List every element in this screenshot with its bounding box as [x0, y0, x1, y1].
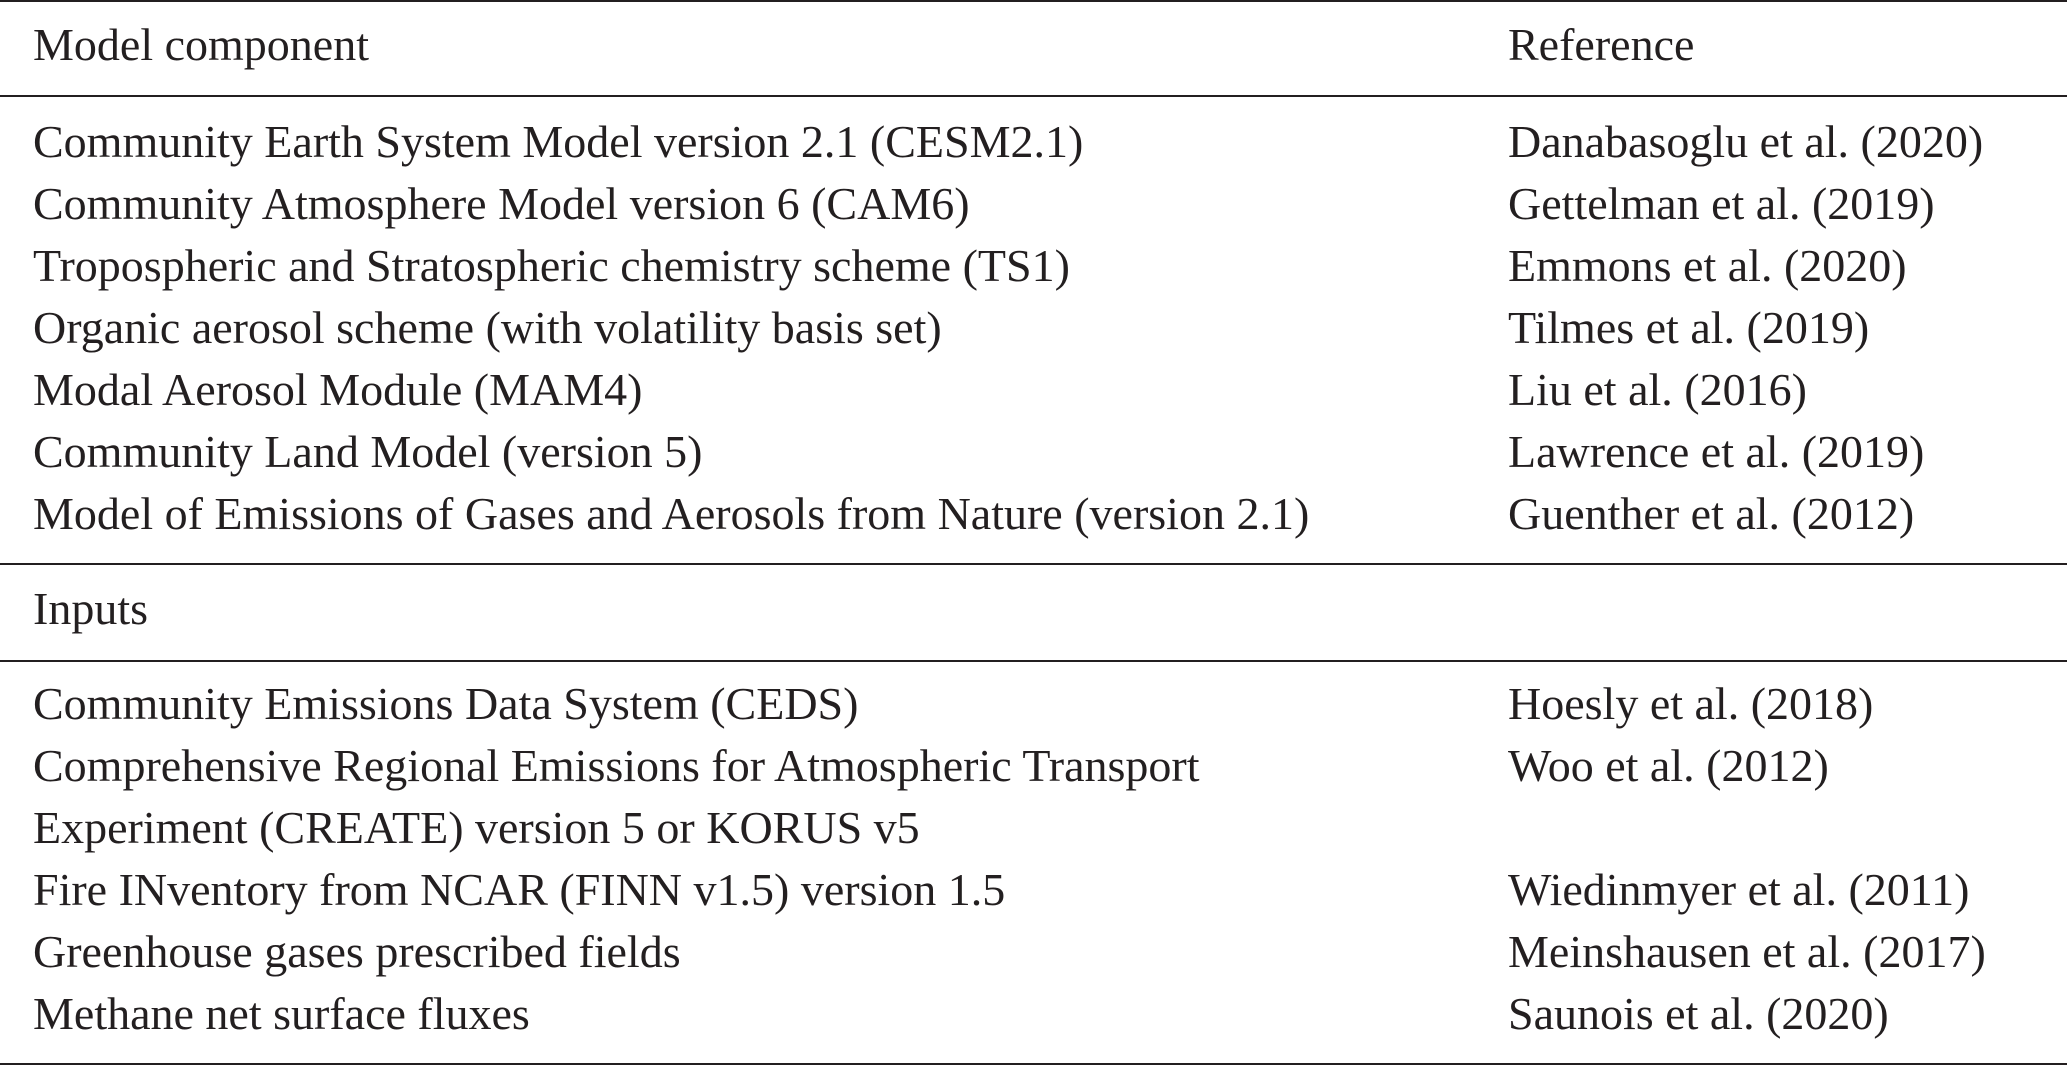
section-rule: [0, 563, 2067, 565]
table-row-reference: Liu et al. (2016): [1508, 364, 1807, 415]
table-row-component: Model of Emissions of Gases and Aerosols…: [33, 488, 1310, 539]
table-row-component: Comprehensive Regional Emissions for Atm…: [33, 740, 1200, 791]
table-row-reference: Danabasoglu et al. (2020): [1508, 116, 1984, 167]
table-row-component: Organic aerosol scheme (with volatility …: [33, 302, 942, 353]
table-row-reference: Woo et al. (2012): [1508, 740, 1829, 791]
header-rule: [0, 95, 2067, 97]
top-rule: [0, 0, 2067, 2]
table-row-component: Community Earth System Model version 2.1…: [33, 116, 1084, 167]
table-row-component: Fire INventory from NCAR (FINN v1.5) ver…: [33, 864, 1006, 915]
table-row-component: Methane net surface fluxes: [33, 988, 530, 1039]
table-row-reference: Wiedinmyer et al. (2011): [1508, 864, 1970, 915]
inputs-section-header: Inputs: [33, 583, 148, 634]
table-row-component: Greenhouse gases prescribed fields: [33, 926, 681, 977]
table-row-component: Tropospheric and Stratospheric chemistry…: [33, 240, 1070, 291]
table-row-reference: Emmons et al. (2020): [1508, 240, 1907, 291]
table-row-component: Modal Aerosol Module (MAM4): [33, 364, 643, 415]
table-row-reference: Saunois et al. (2020): [1508, 988, 1889, 1039]
table-row-component: Community Land Model (version 5): [33, 426, 703, 477]
table-row-reference: Lawrence et al. (2019): [1508, 426, 1925, 477]
table-row-reference: Hoesly et al. (2018): [1508, 678, 1874, 729]
header-reference: Reference: [1508, 19, 1695, 70]
table-row-reference: Guenther et al. (2012): [1508, 488, 1915, 539]
table-row-component: Community Emissions Data System (CEDS): [33, 678, 859, 729]
bottom-rule: [0, 1063, 2067, 1065]
table-row-component-continued: Experiment (CREATE) version 5 or KORUS v…: [33, 802, 920, 853]
table-row-reference: Gettelman et al. (2019): [1508, 178, 1935, 229]
inputs-header-rule: [0, 660, 2067, 662]
table-row-reference: Meinshausen et al. (2017): [1508, 926, 1986, 977]
header-model-component: Model component: [33, 19, 369, 70]
table-row-component: Community Atmosphere Model version 6 (CA…: [33, 178, 970, 229]
table-row-reference: Tilmes et al. (2019): [1508, 302, 1870, 353]
